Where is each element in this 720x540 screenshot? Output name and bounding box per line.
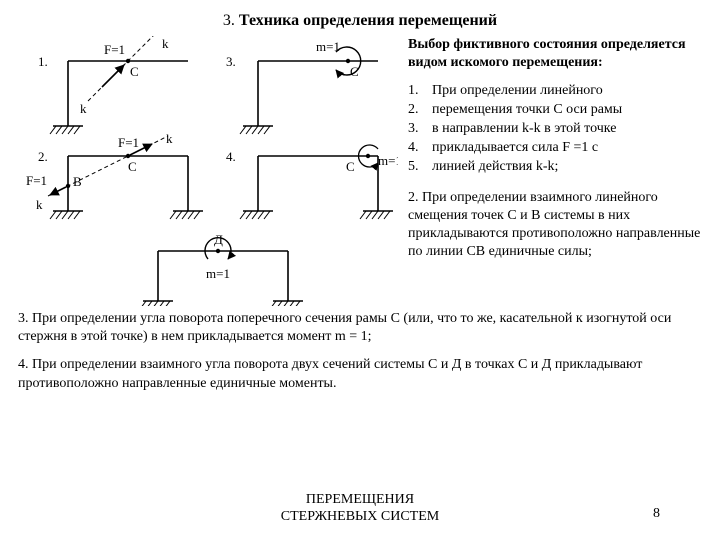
diagrams-block: 1. F=1 k k С xyxy=(18,36,398,306)
title-number: 3. xyxy=(223,12,235,29)
footer-title-l2: СТЕРЖНЕВЫХ СИСТЕМ xyxy=(281,509,439,526)
diagram-5: Д m=1 xyxy=(140,232,303,306)
right-column: Выбор фиктивного состояния определяется … xyxy=(398,36,702,306)
d2-k2: k xyxy=(36,197,43,212)
diagram-2: 2. F=1 F=1 k k В С xyxy=(26,131,203,219)
list-text-col: При определении линейного перемещения то… xyxy=(432,82,702,176)
d1-F: F=1 xyxy=(104,42,125,57)
d5-m: m=1 xyxy=(206,266,230,281)
d1-C: С xyxy=(130,64,139,79)
list-num: 1. xyxy=(408,82,432,101)
d4-m: m=1 xyxy=(378,153,398,168)
list-num: 5. xyxy=(408,158,432,177)
footer: ПЕРЕМЕЩЕНИЯ СТЕРЖНЕВЫХ СИСТЕМ 8 xyxy=(0,492,720,526)
d1-k2: k xyxy=(80,101,87,116)
d1-k1: k xyxy=(162,36,169,51)
list-line: линией действия k-k; xyxy=(432,158,702,177)
list-num: 3. xyxy=(408,120,432,139)
diagrams-svg: 1. F=1 k k С xyxy=(18,36,398,306)
list-num: 4. xyxy=(408,139,432,158)
para-2: 2. При определении взаимного линейного с… xyxy=(408,189,702,262)
page-number: 8 xyxy=(653,506,660,522)
diagram-4: 4. m=1 С xyxy=(226,145,398,219)
list-line: в направлении k-k в этой точке xyxy=(432,120,702,139)
title-text: Техника определения перемещений xyxy=(239,12,497,29)
footer-inner: ПЕРЕМЕЩЕНИЯ СТЕРЖНЕВЫХ СИСТЕМ 8 xyxy=(0,492,720,526)
lower-block: 3. При определении угла поворота попереч… xyxy=(18,310,702,393)
list-line: прикладывается сила F =1 с xyxy=(432,139,702,158)
list-numbers-col: 1. 2. 3. 4. 5. xyxy=(408,82,432,176)
top-row: 1. F=1 k k С xyxy=(18,36,702,306)
d4-C: С xyxy=(346,159,355,174)
d3-num: 3. xyxy=(226,54,236,69)
diagram-1: 1. F=1 k k С xyxy=(38,36,188,134)
list-line: перемещения точки С оси рамы xyxy=(432,101,702,120)
d2-k1: k xyxy=(166,131,173,146)
d3-m: m=1 xyxy=(316,39,340,54)
para-3: 3. При определении угла поворота попереч… xyxy=(18,310,702,346)
d2-F1: F=1 xyxy=(26,173,47,188)
page-root: 3. Техника определения перемещений xyxy=(0,0,720,540)
footer-title: ПЕРЕМЕЩЕНИЯ СТЕРЖНЕВЫХ СИСТЕМ xyxy=(281,492,439,526)
d2-B: В xyxy=(73,174,82,189)
d2-num: 2. xyxy=(38,149,48,164)
para-4: 4. При определении взаимного угла поворо… xyxy=(18,356,702,392)
diagram-3: 3. m=1 С xyxy=(226,39,378,134)
d2-C: С xyxy=(128,159,137,174)
d5-D: Д xyxy=(214,232,223,247)
d2-F2: F=1 xyxy=(118,135,139,150)
d4-num: 4. xyxy=(226,149,236,164)
footer-title-l1: ПЕРЕМЕЩЕНИЯ xyxy=(281,492,439,509)
page-title: 3. Техника определения перемещений xyxy=(18,12,702,30)
d1-num: 1. xyxy=(38,54,48,69)
d3-C: С xyxy=(350,64,359,79)
numbered-list: 1. 2. 3. 4. 5. При определении линейного… xyxy=(408,82,702,176)
list-num: 2. xyxy=(408,101,432,120)
list-line: При определении линейного xyxy=(432,82,702,101)
lead-text: Выбор фиктивного состояния определяется … xyxy=(408,36,702,72)
